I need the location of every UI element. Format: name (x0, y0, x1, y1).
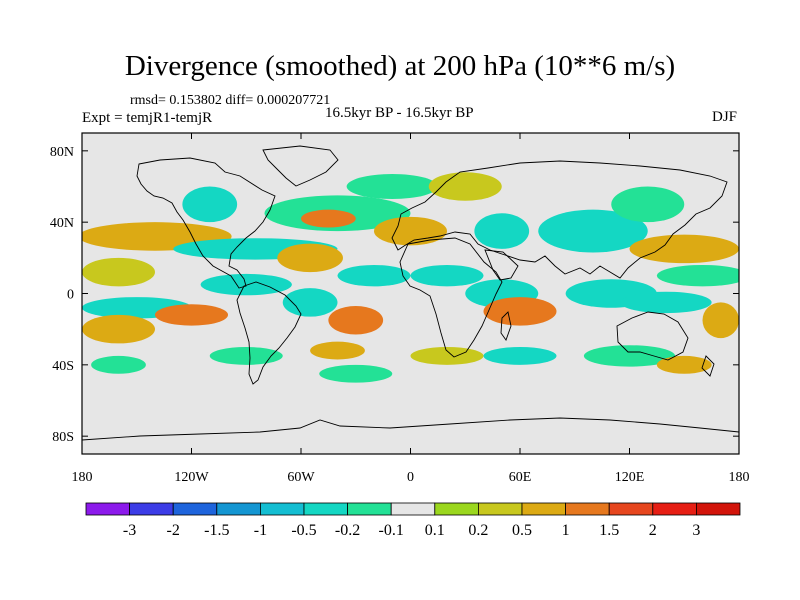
colorbar-label-8: 0.2 (468, 522, 488, 539)
colorbar-label-4: -0.5 (291, 522, 316, 539)
contour-region-20 (337, 264, 411, 287)
colorbar-box-10 (521, 502, 566, 516)
contour-region-34 (91, 355, 146, 374)
coast-arabia (484, 249, 519, 281)
x-tick-label-5: 120E (615, 470, 645, 485)
contour-region-12 (611, 186, 685, 223)
colorbar-box-1 (129, 502, 174, 516)
colorbar-label-9: 0.5 (512, 522, 532, 539)
colorbar-box-5 (303, 502, 348, 516)
contour-region-17 (155, 304, 228, 326)
contour-region-14 (656, 264, 739, 287)
y-axis: 80N 40N 0 40S 80S (50, 145, 739, 445)
contour-region-30 (410, 347, 484, 365)
coast-madagascar (500, 311, 512, 341)
x-tick-label-0: 180 (72, 470, 93, 485)
coast-australia (616, 311, 689, 361)
coast-eurasia (391, 160, 728, 279)
colorbar-label-10: 1 (562, 522, 570, 539)
colorbar-box-13 (652, 502, 697, 516)
y-tick-label-4: 80S (52, 430, 74, 445)
contour-region-21 (328, 305, 384, 335)
contour-region-16 (82, 314, 155, 344)
colorbar-label-3: -1 (254, 522, 267, 539)
coast-new-zealand (701, 355, 715, 377)
contour-region-5 (277, 243, 343, 273)
y-tick-label-0: 80N (50, 145, 74, 160)
contour-regions (82, 172, 739, 383)
contour-region-8 (428, 172, 502, 201)
colorbar-label-12: 2 (649, 522, 657, 539)
y-tick-label-2: 0 (67, 288, 74, 303)
x-axis: 180 120W 60W 0 60E 120E 180 (72, 133, 750, 485)
contour-region-28 (209, 347, 283, 365)
contour-region-24 (483, 297, 557, 326)
colorbar-label-0: -3 (123, 522, 136, 539)
y-tick-label-1: 40N (50, 216, 74, 231)
colorbar-box-6 (347, 502, 392, 516)
colorbar-label-7: 0.1 (425, 522, 445, 539)
contour-region-10 (474, 213, 530, 249)
x-tick-label-4: 60E (509, 470, 532, 485)
contour-region-13 (629, 234, 739, 264)
colorbar-box-4 (259, 502, 305, 516)
coast-greenland (262, 145, 339, 187)
y-tick-label-3: 40S (52, 359, 74, 374)
colorbar-label-2: -1.5 (204, 522, 229, 539)
contour-region-32 (583, 345, 676, 367)
contour-region-19 (282, 288, 338, 317)
contour-region-29 (310, 341, 365, 360)
colorbar-label-6: -0.1 (379, 522, 404, 539)
x-tick-label-2: 60W (287, 470, 315, 485)
colorbar-box-11 (565, 502, 610, 516)
colorbar-label-1: -2 (167, 522, 180, 539)
colorbar-box-14 (696, 502, 741, 516)
colorbar-box-12 (608, 502, 654, 516)
colorbar-box-3 (216, 502, 261, 516)
stats-label: rmsd= 0.153802 diff= 0.000207721 (130, 93, 331, 108)
colorbar-box-0 (85, 502, 130, 516)
colorbar-box-8 (434, 502, 479, 516)
contour-region-4 (301, 209, 356, 228)
experiment-label: Expt = temjR1-temjR (82, 110, 213, 126)
contour-region-35 (319, 364, 393, 383)
coast-africa (399, 237, 503, 358)
contour-region-11 (538, 209, 648, 253)
contour-region-1 (82, 257, 155, 287)
colorbar-box-9 (477, 502, 523, 516)
colorbar-label-13: 3 (692, 522, 700, 539)
period-label: 16.5kyr BP - 16.5kyr BP (325, 105, 474, 121)
x-tick-label-3: 0 (407, 470, 414, 485)
coast-antarctica (82, 417, 739, 441)
contour-region-26 (620, 291, 712, 314)
colorbar-label-11: 1.5 (599, 522, 619, 539)
contour-region-18 (200, 273, 292, 296)
contour-region-22 (410, 264, 484, 287)
chart-title: Divergence (smoothed) at 200 hPa (10**6 … (124, 50, 676, 82)
colorbar: -3 -2 -1.5 -1 -0.5 -0.2 -0.1 0.1 0.2 0.5 1 1.5 2 3 (85, 502, 741, 539)
contour-region-31 (483, 347, 557, 365)
colorbar-label-5: -0.2 (335, 522, 360, 539)
contour-region-6 (182, 186, 238, 223)
contour-region-7 (346, 174, 438, 199)
colorbar-box-7 (390, 502, 436, 516)
coast-south-america (236, 281, 302, 385)
x-tick-label-6: 180 (729, 470, 750, 485)
contour-region-27 (702, 302, 739, 339)
colorbar-box-2 (172, 502, 218, 516)
coastlines (82, 145, 739, 441)
contour-region-33 (656, 355, 712, 374)
contour-region-9 (374, 216, 447, 246)
season-label: DJF (712, 109, 738, 125)
coast-north-america (136, 157, 276, 289)
x-tick-label-1: 120W (174, 470, 209, 485)
